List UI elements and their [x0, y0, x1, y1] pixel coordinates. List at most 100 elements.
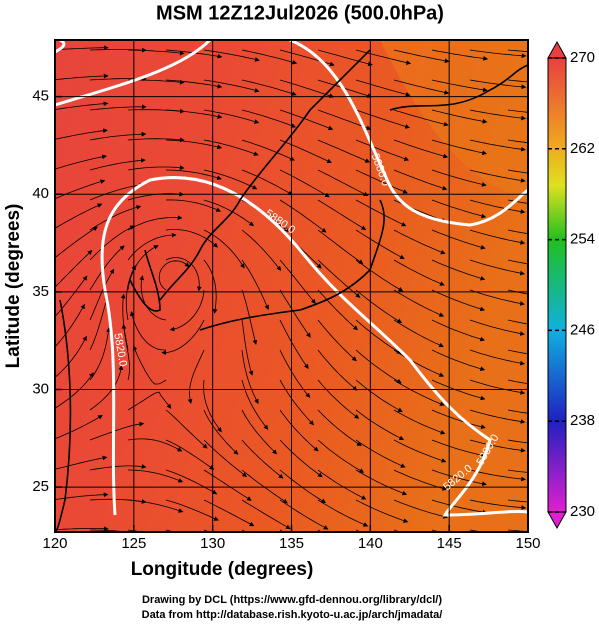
streamline: [431, 199, 487, 219]
streamline: [317, 439, 365, 473]
streamline: [241, 499, 291, 530]
streamline: [355, 289, 403, 324]
streamline: [317, 319, 357, 362]
streamline: [393, 259, 445, 286]
streamline: [355, 379, 403, 413]
streamline: [121, 323, 131, 381]
streamline: [393, 499, 448, 519]
streamline: [317, 169, 369, 196]
streamline: [169, 289, 205, 332]
x-tick-label: 145: [437, 535, 462, 552]
streamline: [55, 73, 109, 81]
streamline: [279, 79, 335, 98]
streamline: [241, 259, 269, 311]
streamline: [393, 289, 445, 317]
streamline: [317, 379, 360, 419]
streamline: [431, 499, 488, 515]
streamline: [279, 259, 316, 305]
streamline: [507, 409, 528, 414]
streamline: [431, 259, 486, 281]
streamline: [507, 79, 528, 83]
streamline: [431, 379, 486, 401]
streamline: [469, 259, 525, 276]
streamline: [165, 439, 215, 470]
streamline: [507, 379, 528, 385]
streamline: [469, 439, 526, 453]
y-tick-label: 25: [32, 478, 49, 495]
streamline: [127, 165, 185, 171]
streamline: [241, 319, 254, 376]
streamline: [89, 205, 142, 231]
streamline: [127, 49, 185, 56]
streamline: [393, 49, 450, 64]
streamline: [507, 319, 528, 325]
streamline: [317, 499, 369, 527]
streamline: [165, 469, 218, 495]
streamline: [393, 169, 448, 191]
streamline: [241, 379, 269, 430]
streamline: [241, 49, 298, 65]
streamline: [469, 499, 527, 510]
colorbar-body: [547, 57, 567, 513]
streamline: [431, 469, 487, 487]
streamline: [355, 439, 406, 468]
streamline: [431, 319, 485, 342]
streamline: [393, 439, 447, 463]
y-tick-label: 35: [32, 283, 49, 300]
streamline: [355, 49, 412, 65]
streamline: [165, 257, 202, 292]
streamline: [89, 245, 125, 291]
footer-line: Data from http://database.rish.kyoto-u.a…: [142, 609, 443, 621]
streamline: [431, 229, 486, 250]
streamline: [393, 109, 449, 127]
streamline: [393, 319, 444, 348]
streamline: [55, 414, 103, 440]
streamline: [317, 49, 373, 67]
streamline: [127, 391, 172, 411]
streamline: [393, 79, 450, 95]
streamline: [317, 289, 359, 331]
streamline: [507, 229, 528, 235]
streamline: [431, 109, 488, 124]
streamline: [507, 169, 528, 174]
streamline: [165, 229, 218, 248]
streamline: [355, 409, 405, 440]
title: MSM 12Z12Jul2026 (500.0hPa): [156, 2, 444, 24]
streamline: [355, 169, 408, 194]
streamline: [355, 109, 410, 129]
streamline: [241, 79, 297, 96]
streamline: [89, 182, 145, 201]
streamline: [431, 439, 487, 458]
streamline: [55, 372, 94, 409]
streamline: [507, 499, 528, 503]
streamline: [507, 469, 528, 473]
streamline: [507, 109, 528, 113]
streamline: [355, 499, 409, 523]
streamline: [355, 349, 402, 384]
y-tick-label: 30: [32, 380, 49, 397]
streamline: [546, 528, 599, 530]
contour-line: [55, 40, 212, 107]
streamline: [469, 379, 526, 395]
streamline: [393, 349, 445, 377]
x-tick-label: 135: [279, 535, 304, 552]
streamline: [393, 139, 449, 159]
x-tick-label: 125: [121, 535, 146, 552]
streamline: [469, 169, 526, 183]
streamline: [469, 319, 525, 336]
streamline: [89, 104, 147, 111]
streamline: [279, 409, 319, 452]
streamline: [161, 319, 205, 355]
streamline: [469, 199, 526, 214]
streamline: [393, 229, 446, 255]
streamline: [469, 79, 527, 90]
streamline: [317, 139, 371, 163]
streamline: [317, 349, 358, 391]
footer-line: Drawing by DCL (https://www.gfd-dennou.o…: [142, 594, 442, 606]
streamline: [55, 250, 93, 288]
streamline: [89, 464, 147, 471]
coastline: [389, 64, 528, 111]
streamline: [158, 260, 190, 291]
streamline: [355, 259, 404, 292]
